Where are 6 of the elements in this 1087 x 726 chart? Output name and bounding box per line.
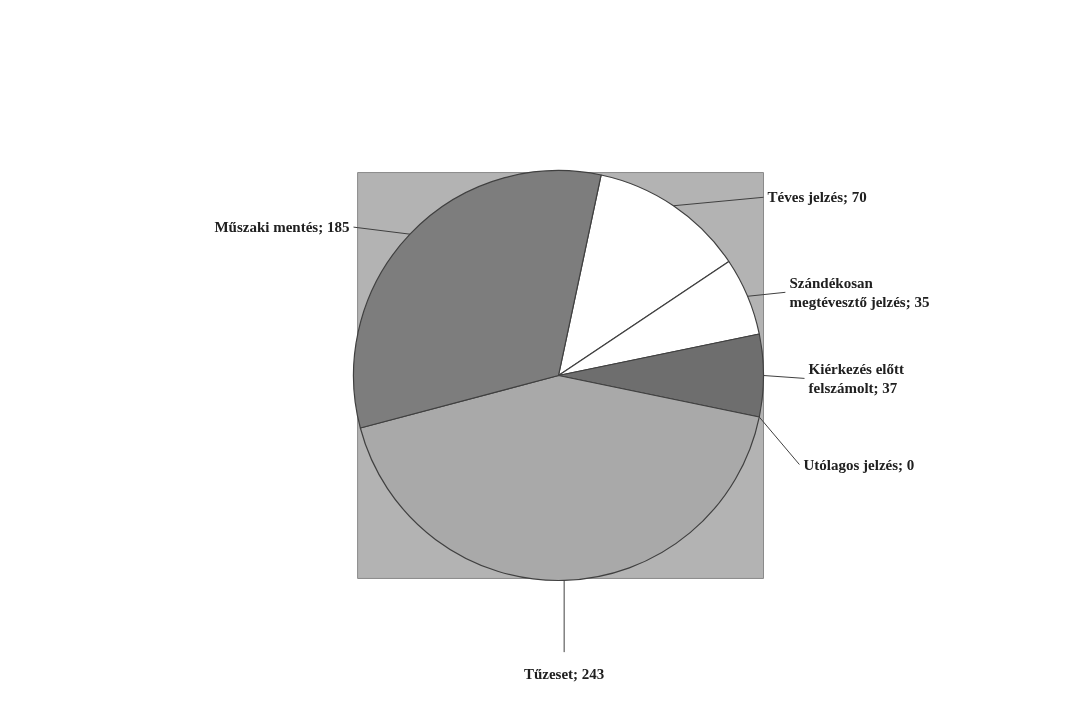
slice-label: Szándékosan megtévesztő jelzés; 35: [789, 274, 930, 310]
category-label: Utólagos jelzés; 0: [803, 456, 915, 473]
slice-label: Műszaki mentés; 185: [214, 219, 350, 236]
slice-label: Téves jelzés; 70: [767, 189, 867, 206]
slice-label: Kiérkezés előtt felszámolt; 37: [808, 360, 904, 397]
slice-label: Tűzeset; 243: [523, 666, 605, 683]
